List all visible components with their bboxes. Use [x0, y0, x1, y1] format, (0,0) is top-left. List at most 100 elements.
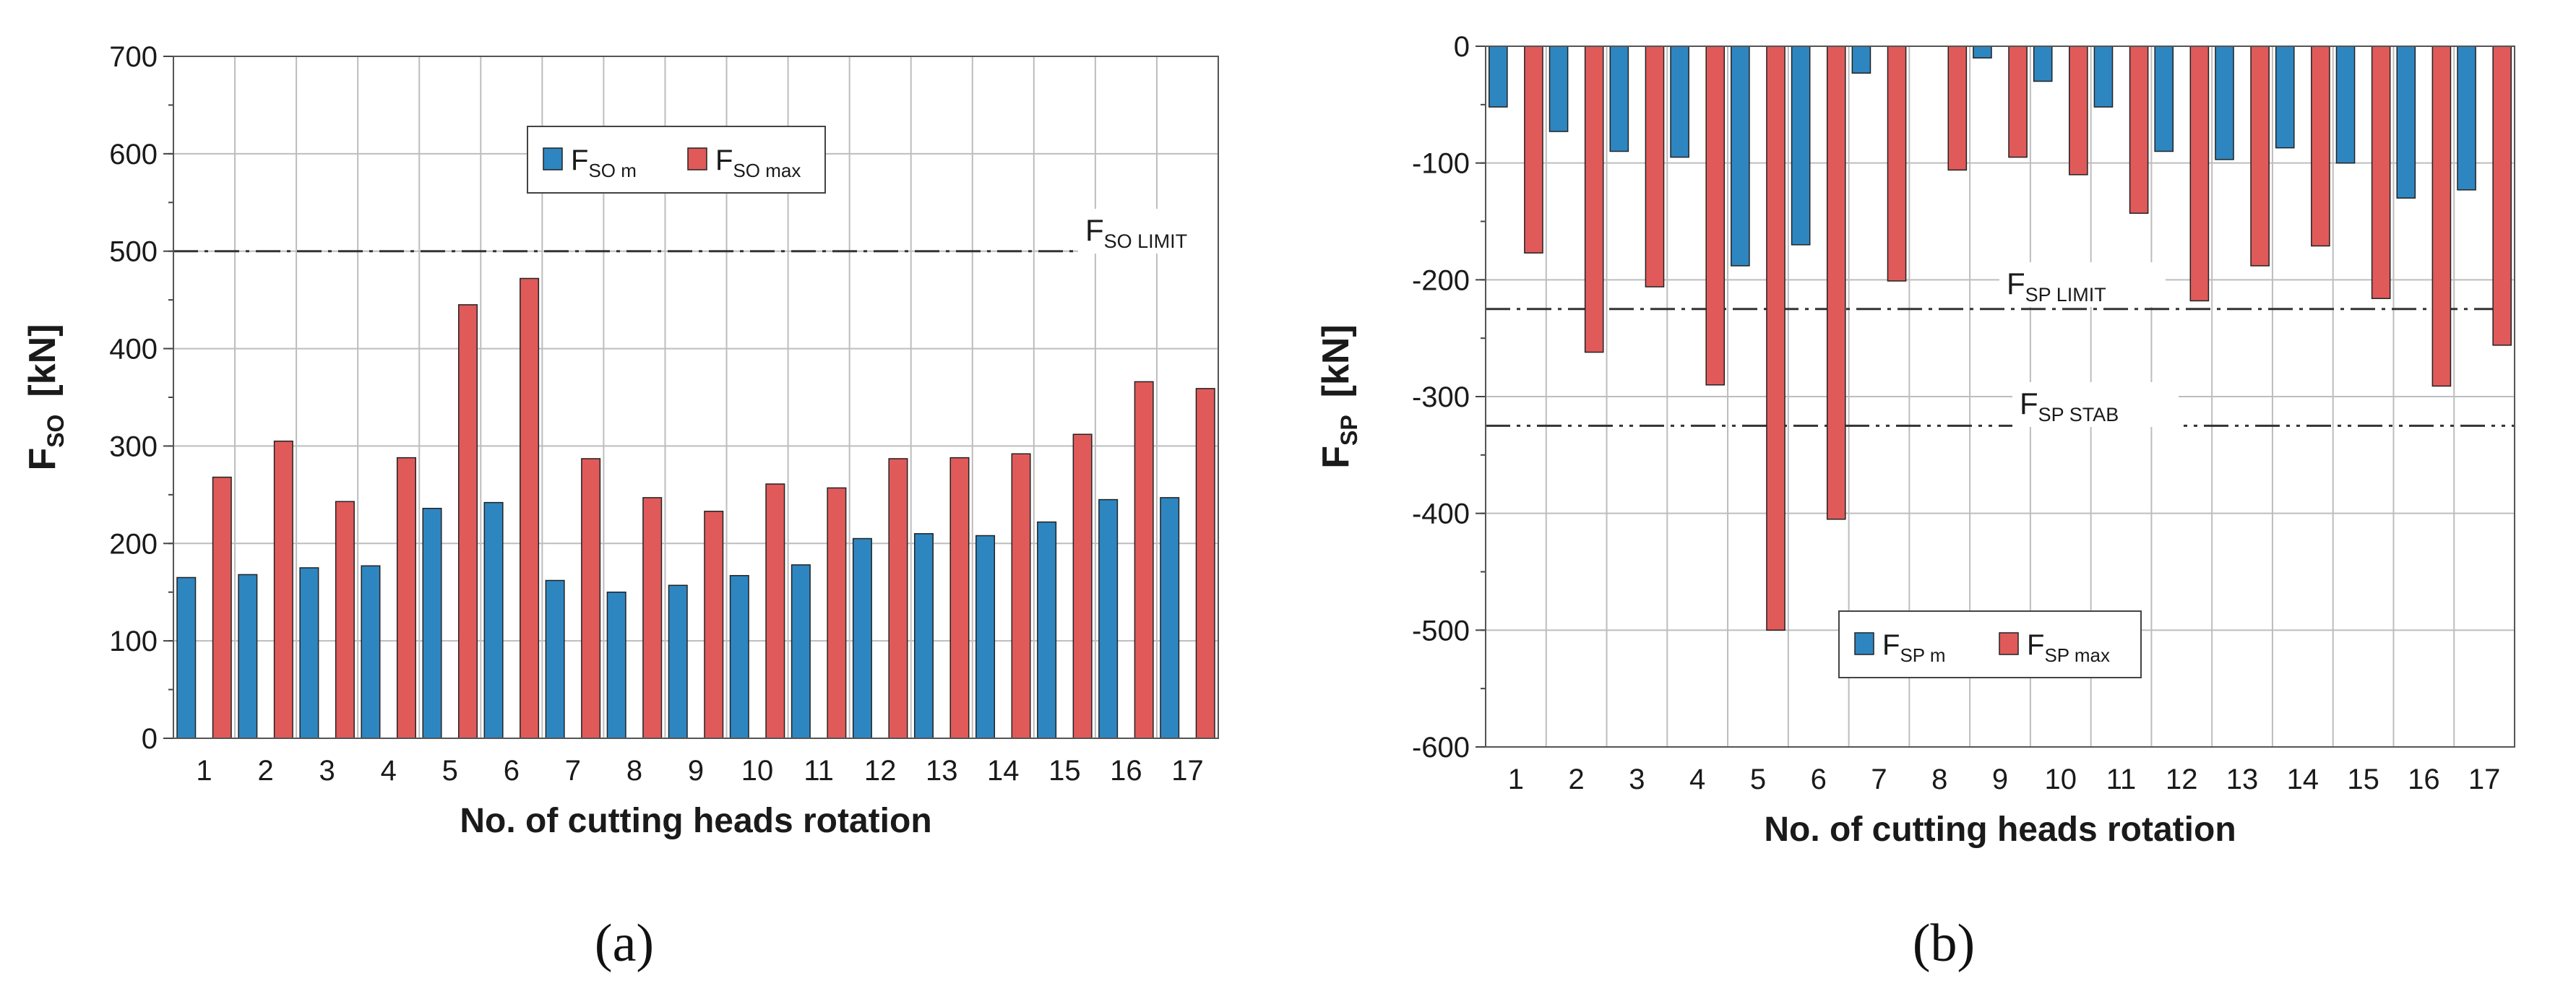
- bar-max-9: [704, 511, 724, 739]
- reference-label-bg: [1999, 262, 2166, 307]
- reference-line-label-base: F: [2020, 386, 2038, 420]
- x-tick-label: 2: [1569, 764, 1585, 795]
- bar-max-9: [2008, 46, 2028, 158]
- y-axis-label-base: F: [1315, 446, 1357, 469]
- bar-max-17: [2492, 46, 2512, 346]
- y-axis-label-sub: SO: [43, 415, 69, 448]
- legend-box: [1838, 610, 2142, 678]
- y-axis-label-unit: [kN]: [22, 324, 64, 397]
- legend-label-max: FSO max: [715, 144, 801, 181]
- reference-line-label: FSP STAB: [2020, 386, 2119, 425]
- bar-max-13: [949, 457, 970, 739]
- x-tick-label: 1: [196, 755, 212, 787]
- reference-line-label-sub: SP LIMIT: [2025, 284, 2106, 306]
- x-tick-label: 12: [864, 755, 897, 787]
- bar-mean-2: [1548, 46, 1569, 132]
- bar-mean-9: [1973, 46, 1992, 59]
- x-tick-label: 5: [442, 755, 458, 787]
- bar-mean-17: [1160, 497, 1180, 739]
- x-tick-label: 2: [257, 755, 273, 787]
- x-tick-label: 14: [2287, 764, 2319, 795]
- bar-mean-1: [176, 576, 197, 739]
- bar-mean-15: [1037, 521, 1057, 739]
- y-tick-label: -100: [1412, 148, 1470, 180]
- bar-max-10: [2069, 46, 2088, 176]
- bar-mean-7: [1851, 46, 1871, 74]
- bar-mean-13: [2215, 46, 2234, 160]
- legend-swatch-mean: [1854, 632, 1874, 655]
- bar-mean-6: [483, 501, 504, 739]
- legend-label-mean-base: F: [1882, 629, 1900, 661]
- bar-max-7: [581, 458, 601, 739]
- bar-max-5: [1766, 46, 1785, 631]
- bar-max-16: [2431, 46, 2452, 387]
- legend-label-max-sub: SO max: [733, 160, 801, 181]
- reference-line-label: FSP LIMIT: [2007, 267, 2106, 306]
- panel-label: (b): [1913, 914, 1975, 973]
- bar-mean-14: [975, 535, 996, 739]
- bar-max-1: [212, 476, 232, 739]
- bar-max-5: [458, 304, 478, 739]
- x-tick-label: 17: [1171, 755, 1204, 787]
- bar-mean-7: [545, 579, 565, 739]
- bar-mean-10: [729, 575, 749, 739]
- x-tick-label: 7: [1871, 764, 1887, 795]
- y-tick-label: 200: [109, 528, 158, 560]
- x-tick-label: 11: [2106, 764, 2137, 795]
- legend-swatch-max: [687, 147, 707, 170]
- bar-mean-9: [668, 584, 688, 739]
- legend-label-mean: FSO m: [571, 144, 637, 181]
- x-tick-label: 1: [1508, 764, 1524, 795]
- y-tick-label: 0: [1454, 31, 1470, 63]
- x-tick-label: 15: [2347, 764, 2379, 795]
- x-tick-label: 16: [1110, 755, 1142, 787]
- bar-max-11: [2129, 46, 2149, 214]
- reference-line-label-sub: SP STAB: [2038, 404, 2119, 425]
- x-tick-label: 8: [626, 755, 642, 787]
- bar-mean-10: [2033, 46, 2053, 82]
- x-axis-label: No. of cutting heads rotation: [460, 802, 931, 840]
- x-tick-label: 15: [1048, 755, 1081, 787]
- y-tick-label: -200: [1412, 264, 1470, 296]
- bar-mean-4: [1670, 46, 1689, 158]
- x-tick-label: 6: [1811, 764, 1827, 795]
- bar-max-4: [396, 457, 416, 739]
- legend-label-max: FSP max: [2027, 629, 2110, 666]
- bar-max-11: [827, 487, 847, 739]
- y-axis-label-sub: SP: [1336, 415, 1362, 446]
- bar-mean-17: [2457, 46, 2476, 191]
- bar-mean-11: [791, 564, 811, 739]
- bar-max-6: [520, 277, 540, 739]
- bar-mean-13: [913, 533, 934, 739]
- x-tick-label: 16: [2408, 764, 2440, 795]
- y-tick-label: -300: [1412, 381, 1470, 413]
- bar-max-3: [335, 501, 355, 739]
- y-tick-label: -600: [1412, 732, 1470, 764]
- legend-label-max-base: F: [715, 144, 733, 176]
- legend-label-mean-base: F: [571, 144, 588, 176]
- y-tick-label: 600: [109, 139, 158, 170]
- bar-max-15: [2371, 46, 2391, 299]
- bar-mean-8: [606, 591, 626, 739]
- bar-max-14: [1011, 453, 1031, 739]
- y-axis-label-unit: [kN]: [1315, 324, 1357, 397]
- x-tick-label: 11: [804, 755, 834, 787]
- legend-label-mean-sub: SP m: [1900, 644, 1945, 666]
- plot-border: [173, 56, 1219, 739]
- legend-label-mean-sub: SO m: [588, 160, 636, 181]
- bar-max-8: [642, 497, 663, 739]
- legend-label-mean: FSP m: [1882, 629, 1946, 666]
- y-tick-label: -500: [1412, 615, 1470, 647]
- bar-mean-2: [238, 574, 258, 739]
- reference-label-bg: [2012, 382, 2179, 427]
- reference-line-label: FSO LIMIT: [1085, 213, 1187, 252]
- x-tick-label: 8: [1931, 764, 1947, 795]
- y-axis-label: FSO [kN]: [22, 324, 69, 470]
- y-tick-label: 500: [109, 236, 158, 268]
- bar-mean-5: [422, 507, 442, 739]
- bar-max-13: [2250, 46, 2270, 267]
- bar-max-6: [1826, 46, 1846, 520]
